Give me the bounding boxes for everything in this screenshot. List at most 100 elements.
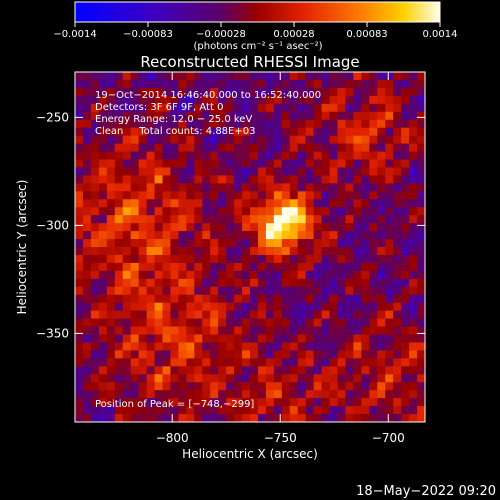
heatmap-cell [106, 262, 116, 272]
heatmap-cell [257, 406, 267, 415]
heatmap-cell [242, 318, 251, 327]
heatmap-cell [345, 159, 354, 168]
heatmap-cell [82, 183, 92, 192]
heatmap-cell [361, 414, 370, 422]
heatmap-cell [106, 318, 116, 327]
heatmap-cell [281, 334, 291, 343]
heatmap-cell [409, 270, 418, 280]
heatmap-cell [138, 254, 147, 264]
heatmap-cell [146, 103, 155, 113]
heatmap-cell [329, 262, 338, 272]
heatmap-cell [210, 215, 219, 224]
heatmap-cell [202, 358, 211, 367]
heatmap-cell [122, 302, 132, 312]
heatmap-cell [122, 247, 132, 256]
heatmap-cell [345, 342, 354, 351]
heatmap-cell [178, 223, 187, 232]
heatmap-cell [369, 143, 378, 152]
heatmap-cell [321, 294, 330, 304]
heatmap-cell [329, 183, 338, 192]
heatmap-cell [385, 183, 394, 192]
heatmap-cell [265, 302, 275, 312]
heatmap-cell [369, 247, 378, 256]
heatmap-cell [114, 87, 124, 97]
heatmap-cell [138, 191, 147, 200]
heatmap-cell [114, 342, 124, 351]
heatmap-cell [377, 79, 386, 89]
heatmap-cell [106, 207, 116, 216]
heatmap-cell [202, 286, 211, 296]
heatmap-cell [210, 95, 219, 105]
heatmap-cell [393, 175, 402, 184]
heatmap-cell [178, 247, 187, 256]
heatmap-cell [281, 326, 291, 335]
heatmap-cell [385, 119, 394, 129]
heatmap-cell [234, 334, 243, 343]
heatmap-cell [194, 111, 203, 121]
heatmap-cell [162, 207, 171, 216]
heatmap-cell [98, 302, 108, 312]
heatmap-cell [106, 374, 116, 383]
heatmap-cell [250, 223, 259, 232]
heatmap-cell [353, 231, 362, 240]
heatmap-cell [297, 278, 307, 288]
heatmap-cell [257, 103, 267, 113]
heatmap-cell [154, 231, 163, 240]
heatmap-cell [321, 390, 330, 399]
heatmap-cell [210, 87, 219, 97]
heatmap-cell [377, 310, 386, 319]
heatmap-cell [98, 239, 108, 248]
heatmap-cell [385, 159, 394, 168]
heatmap-cell [337, 167, 346, 176]
heatmap-cell [194, 366, 203, 375]
heatmap-cell [146, 310, 155, 319]
heatmap-cell [234, 239, 243, 248]
heatmap-cell [345, 207, 354, 216]
heatmap-cell [122, 207, 132, 216]
heatmap-cell [162, 183, 171, 192]
heatmap-cell [313, 151, 322, 160]
heatmap-cell [281, 183, 291, 192]
heatmap-cell [289, 223, 299, 232]
heatmap-cell [202, 103, 211, 113]
heatmap-cell [178, 199, 187, 208]
heatmap-cell [242, 390, 251, 399]
heatmap-cell [297, 254, 307, 264]
heatmap-cell [265, 390, 275, 399]
heatmap-cell [82, 135, 92, 144]
heatmap-cell [186, 294, 195, 304]
heatmap-cell [313, 350, 322, 359]
heatmap-cell [265, 239, 275, 248]
heatmap-cell [313, 302, 322, 312]
heatmap-cell [138, 414, 147, 422]
heatmap-cell [194, 382, 203, 391]
heatmap-cell [409, 95, 418, 105]
heatmap-cell [146, 167, 155, 176]
heatmap-cell [210, 254, 219, 264]
heatmap-cell [385, 374, 394, 383]
heatmap-cell [170, 191, 179, 200]
heatmap-cell [202, 302, 211, 312]
heatmap-cell [321, 310, 330, 319]
heatmap-cell [170, 127, 179, 137]
heatmap-cell [130, 159, 140, 168]
heatmap-cell [257, 95, 267, 105]
heatmap-cell [146, 95, 155, 105]
heatmap-cell [385, 382, 394, 391]
heatmap-cell [90, 191, 100, 200]
heatmap-cell [154, 127, 163, 137]
heatmap-cell [218, 350, 227, 359]
heatmap-cell [202, 79, 211, 89]
heatmap-cell [377, 111, 386, 121]
heatmap-cell [194, 215, 203, 224]
heatmap-cell [162, 72, 171, 81]
heatmap-cell [154, 239, 163, 248]
heatmap-cell [393, 223, 402, 232]
heatmap-cell [401, 342, 410, 351]
heatmap-cell [361, 175, 370, 184]
heatmap-cell [154, 215, 163, 224]
heatmap-cell [114, 223, 124, 232]
heatmap-cell [273, 270, 283, 280]
heatmap-cell [305, 358, 315, 367]
heatmap-cell [345, 95, 354, 105]
